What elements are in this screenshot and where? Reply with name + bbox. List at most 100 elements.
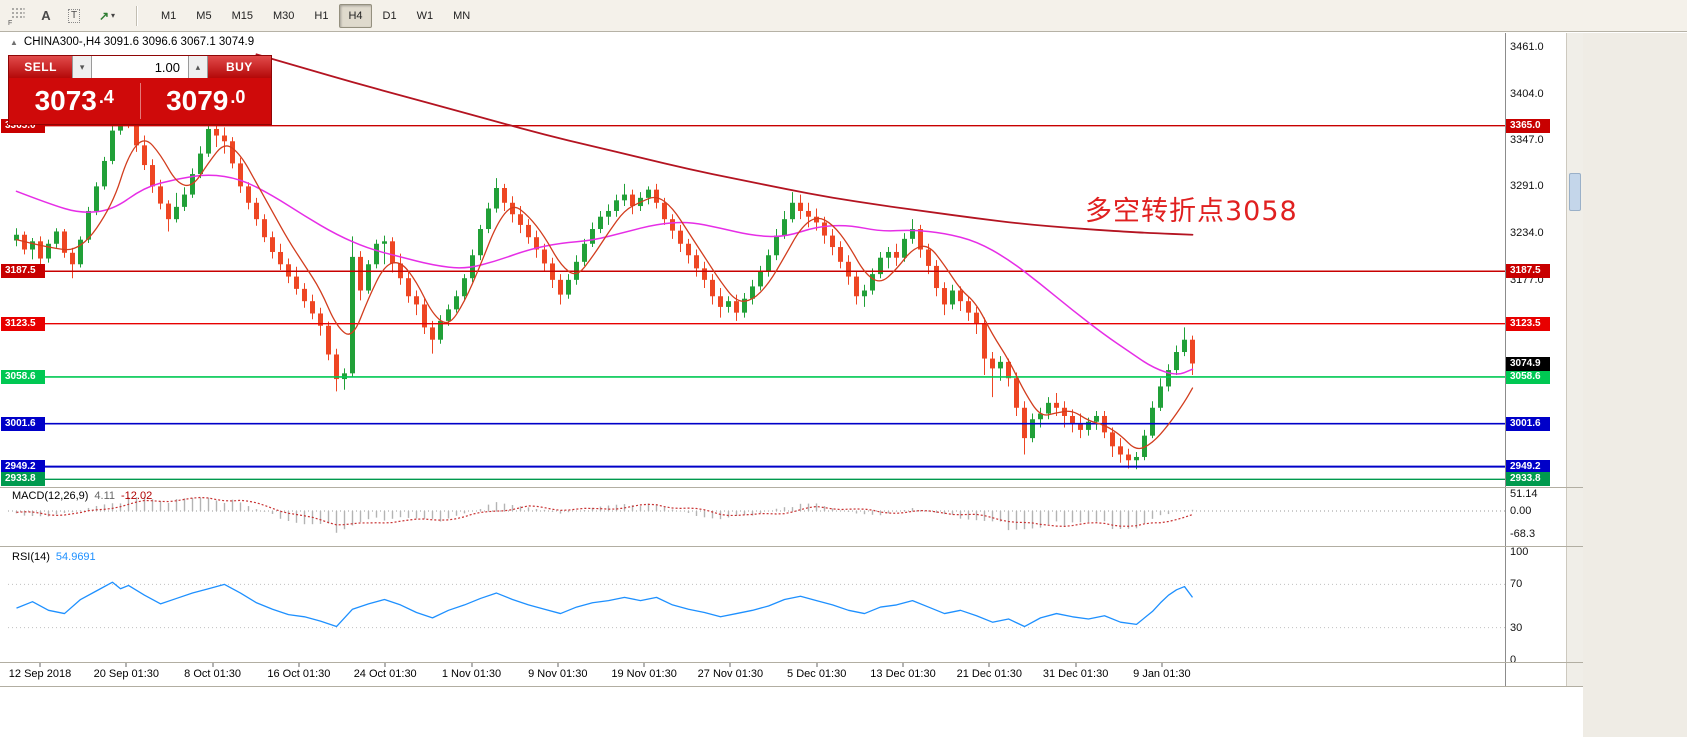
- macd-signal-value: -12.02: [121, 490, 153, 502]
- time-axis-tick: [212, 663, 214, 667]
- sell-price[interactable]: 3073 .4: [9, 78, 140, 124]
- timeframe-button-h4[interactable]: H4: [339, 3, 372, 28]
- price-level-badge: 3123.5: [1506, 316, 1550, 331]
- time-axis-tick: [298, 663, 300, 667]
- volume-decrease-button[interactable]: ▾: [72, 56, 92, 78]
- tool-sub-label: F: [8, 19, 13, 27]
- price-level-badge: 2949.2: [1506, 459, 1550, 474]
- time-axis: 12 Sep 2018 20 Sep 01:30 8 Oct 01:30 16 Oct…: [8, 663, 1505, 686]
- price-tick: 0.00: [1510, 505, 1532, 517]
- arrow-style-icon: ↗: [98, 8, 110, 23]
- one-click-trading-panel: SELL ▾ ▴ BUY 3073 .4 3079 .0: [8, 55, 272, 125]
- price-tick: 3404.0: [1510, 87, 1544, 100]
- bottom-strip: [0, 687, 1583, 737]
- volume-increase-button[interactable]: ▴: [188, 56, 208, 78]
- collapse-panel-icon[interactable]: ▲: [10, 37, 18, 47]
- rsi-label: RSI(14) 54.9691: [12, 551, 96, 563]
- price-level-badge: 3058.6: [1506, 369, 1550, 384]
- price-tick: 3461.0: [1510, 40, 1544, 53]
- price-axis: 3461.0 3404.0 3347.0 3291.0 3234.0 3177.0 3365…: [1506, 33, 1566, 687]
- sell-button[interactable]: SELL: [9, 56, 73, 78]
- symbol-ohlc-title: CHINA300-,H4 3091.6 3096.6 3067.1 3074.9: [23, 36, 255, 48]
- price-divider: [139, 83, 141, 119]
- right-blank-panel: [1583, 33, 1687, 737]
- time-axis-tick: [902, 663, 904, 667]
- chart-header: ▲ CHINA300-,H4 3091.6 3096.6 3067.1 3074…: [10, 36, 254, 48]
- time-axis-label: 12 Sep 2018: [8, 668, 72, 680]
- caret-down-icon: ▾: [79, 61, 85, 72]
- time-axis-label: 9 Jan 01:30: [1133, 668, 1191, 680]
- timeframe-button-m30[interactable]: M30: [264, 4, 303, 28]
- letter-a-icon: A: [41, 8, 51, 23]
- price-level-badge: 3187.5: [1506, 264, 1550, 279]
- time-axis-label: 31 Dec 01:30: [1042, 668, 1109, 680]
- time-axis-label: 9 Nov 01:30: [528, 668, 588, 680]
- time-axis-label: 16 Oct 01:30: [267, 668, 331, 680]
- time-axis-label: 5 Dec 01:30: [787, 668, 847, 680]
- buy-price-main: 3079: [166, 85, 229, 116]
- caret-up-icon: ▴: [195, 61, 201, 72]
- price-tick: -68.3: [1510, 527, 1536, 540]
- price-tick: 100: [1510, 546, 1529, 558]
- macd-panel-chart[interactable]: [8, 488, 1505, 545]
- axis-separator-line: [1505, 33, 1506, 687]
- time-axis-tick: [816, 663, 818, 667]
- time-axis-tick: [729, 663, 731, 667]
- price-level-badge: 2933.8: [1506, 472, 1550, 487]
- rsi-value: 54.9691: [55, 551, 96, 563]
- macd-separator[interactable]: [0, 487, 1583, 488]
- time-axis-tick: [1161, 663, 1163, 667]
- time-axis-label: 21 Dec 01:30: [956, 668, 1023, 680]
- time-axis-tick: [39, 663, 41, 667]
- macd-main-value: 4.11: [94, 490, 116, 502]
- time-axis-label: 1 Nov 01:30: [441, 668, 502, 680]
- dots-grid-tool-button[interactable]: F: [5, 4, 31, 28]
- macd-label: MACD(12,26,9) 4.11 -12.02: [12, 490, 152, 502]
- volume-input[interactable]: [92, 56, 188, 78]
- trade-controls-row: SELL ▾ ▴ BUY: [9, 56, 271, 78]
- price-tick: 30: [1510, 621, 1523, 634]
- time-axis-label: 13 Dec 01:30: [870, 668, 936, 680]
- text-tool-button[interactable]: T: [61, 4, 87, 28]
- timeframe-button-h1[interactable]: H1: [305, 4, 337, 28]
- sell-price-main: 3073: [34, 85, 97, 116]
- candlestick-chart[interactable]: [8, 32, 1505, 487]
- vertical-scrollbar-thumb[interactable]: [1569, 173, 1581, 211]
- timeframe-bar: M1 M5 M15 M30 H1 H4 D1 W1 MN: [152, 3, 479, 28]
- timeframe-button-m1[interactable]: M1: [152, 4, 185, 28]
- arrows-tool-button[interactable]: ↗ ▾: [89, 4, 125, 28]
- text-t-icon: T: [67, 8, 81, 23]
- timeframe-button-m15[interactable]: M15: [223, 4, 262, 28]
- rsi-panel-chart[interactable]: [8, 547, 1505, 661]
- price-tick: 3291.0: [1510, 180, 1544, 193]
- price-tick: 3347.0: [1510, 134, 1544, 147]
- rsi-separator[interactable]: [0, 546, 1583, 547]
- buy-price[interactable]: 3079 .0: [141, 78, 272, 124]
- buy-button[interactable]: BUY: [207, 56, 271, 78]
- bottom-separator: [0, 686, 1583, 687]
- time-axis-tick: [643, 663, 645, 667]
- timeframe-button-w1[interactable]: W1: [408, 4, 443, 28]
- price-tick: 0: [1510, 654, 1517, 666]
- rsi-name: RSI(14): [12, 551, 50, 563]
- timeframe-button-m5[interactable]: M5: [187, 4, 220, 28]
- time-axis-label: 8 Oct 01:30: [184, 668, 242, 680]
- current-price-badge: 3074.9: [1506, 356, 1550, 371]
- time-axis-label: 20 Sep 01:30: [93, 668, 160, 680]
- ma-slow-line: [255, 53, 1194, 236]
- buy-price-frac: .0: [230, 86, 246, 107]
- price-tick: 70: [1510, 578, 1523, 591]
- label-tool-button[interactable]: A: [33, 4, 59, 28]
- vertical-scrollbar[interactable]: [1566, 33, 1583, 687]
- dots-grid-icon: [11, 7, 25, 24]
- time-axis-label: 27 Nov 01:30: [697, 668, 764, 680]
- timeframe-button-mn[interactable]: MN: [444, 4, 479, 28]
- macd-name: MACD(12,26,9): [12, 490, 89, 502]
- price-level-badge: 3001.6: [1506, 416, 1550, 431]
- time-axis-tick: [384, 663, 386, 667]
- price-level-badge: 3365.0: [1506, 118, 1550, 133]
- ma-medium-line: [15, 174, 1194, 375]
- toolbar-separator: [136, 5, 137, 26]
- timeframe-button-d1[interactable]: D1: [374, 4, 406, 28]
